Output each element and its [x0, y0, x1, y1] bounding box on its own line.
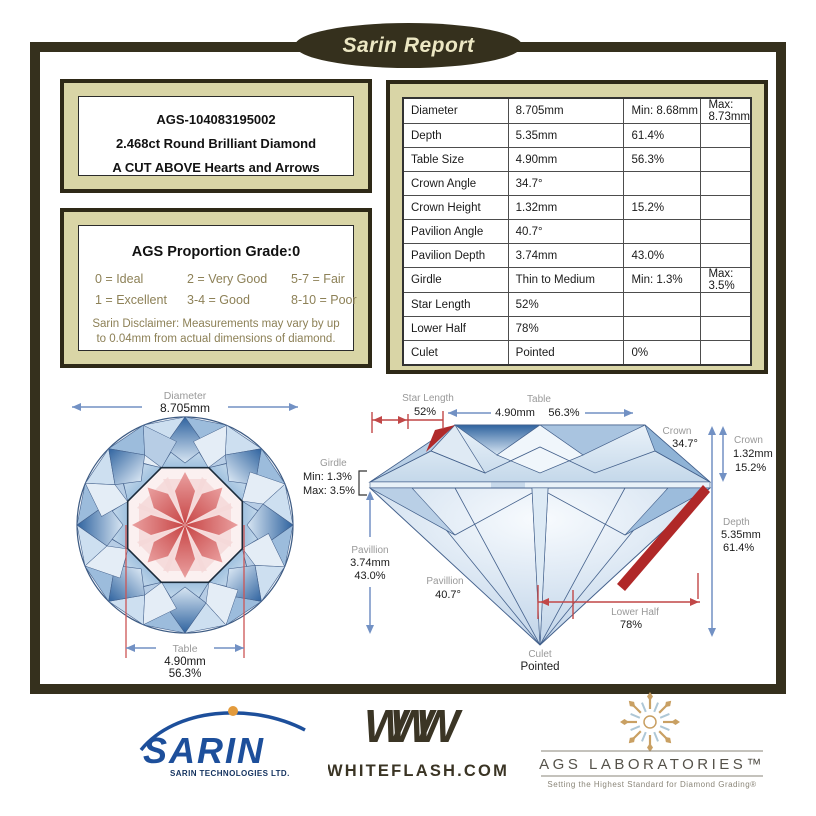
side-table-callout: Table 4.90mm 56.3% [448, 394, 633, 419]
diamond-description: 2.468ct Round Brilliant Diamond [115, 136, 317, 151]
pavilion-depth-label: Pavillion [351, 545, 388, 556]
legend-item: 0 = Ideal [95, 272, 144, 286]
legend-item: 3-4 = Good [187, 293, 250, 307]
table-pct: 56.3% [548, 407, 579, 419]
table-row: Star Length 52% [402, 292, 752, 317]
proportion-grade-box: AGS Proportion Grade:0 0 = Ideal 2 = Ver… [60, 208, 372, 368]
culet-label: Culet [528, 649, 552, 660]
table-row: Diameter 8.705mm Min: 8.68mm Max: 8.73mm [402, 97, 752, 124]
legend-item: 1 = Excellent [95, 293, 167, 307]
svg-text:W: W [364, 700, 411, 752]
sarin-subtext: SARIN TECHNOLOGIES LTD. [170, 769, 290, 778]
grade-title: AGS Proportion Grade:0 [131, 244, 301, 260]
sarin-swoosh-icon [139, 711, 306, 752]
side-view-diamond [368, 424, 712, 646]
crown-height-callout: Crown 1.32mm 15.2% [719, 426, 773, 482]
diamond-side-view-diagram: Star Length 52% Table 4.90mm 56.3% Crown… [303, 393, 773, 673]
table-row: Lower Half 78% [402, 316, 752, 341]
sarin-logo: SARIN SARIN TECHNOLOGIES LTD. [139, 706, 306, 778]
lower-half-value: 78% [620, 619, 642, 631]
diameter-label: Diameter [164, 390, 207, 402]
ags-laboratories-logo: AGS LABORATORIES™ Setting the Highest St… [539, 690, 765, 789]
diamond-id-box: AGS-104083195002 2.468ct Round Brilliant… [60, 79, 372, 193]
table-row: Depth 5.35mm 61.4% [402, 123, 752, 148]
crown-angle-value: 34.7° [672, 438, 698, 450]
legend-item: 2 = Very Good [187, 272, 268, 286]
star-length-value: 52% [414, 406, 436, 418]
depth-label: Depth [723, 517, 750, 528]
svg-text:W: W [390, 700, 437, 752]
top-view-table-callout: Table 4.90mm 56.3% [125, 525, 245, 680]
girdle-max: Max: 3.5% [303, 485, 355, 497]
crown-height-mm: 1.32mm [733, 448, 773, 460]
girdle-label: Girdle [320, 458, 347, 469]
measurements-table: Diameter 8.705mm Min: 8.68mm Max: 8.73mm De… [402, 97, 752, 366]
lower-half-callout: Lower Half 78% [537, 573, 700, 631]
table-row: Crown Angle 34.7° [402, 171, 752, 196]
pavilion-angle-value: 40.7° [435, 589, 461, 601]
table-label: Table [172, 643, 197, 655]
table-pct: 56.3% [169, 668, 202, 680]
depth-callout: Depth 5.35mm 61.4% [708, 426, 761, 637]
table-row: Pavilion Angle 40.7° [402, 219, 752, 244]
table-mm: 4.90mm [495, 407, 535, 419]
sarin-wordmark: SARIN [143, 730, 265, 771]
svg-text:W: W [416, 700, 463, 752]
ags-sunburst-icon [618, 690, 682, 754]
legend-item: 8-10 = Poor [291, 293, 357, 307]
legend-item: 5-7 = Fair [291, 272, 345, 286]
diameter-value: 8.705mm [160, 401, 210, 415]
table-label: Table [527, 394, 551, 405]
top-view-diameter-callout: Diameter 8.705mm [72, 390, 298, 415]
star-length-callout: Star Length 52% [371, 393, 454, 433]
table-mm: 4.90mm [164, 656, 206, 668]
lower-half-label: Lower Half [611, 607, 659, 618]
brand-line: A CUT ABOVE Hearts and Arrows [112, 160, 320, 175]
table-row: Table Size 4.90mm 56.3% [402, 147, 752, 172]
culet-callout: Culet Pointed [520, 649, 559, 673]
pavilion-depth-callout: Pavillion 3.74mm 43.0% [350, 491, 390, 634]
table-row: Crown Height 1.32mm 15.2% [402, 195, 752, 220]
girdle-min: Min: 1.3% [303, 471, 352, 483]
whiteflash-wordmark: WHITEFLASH.COM [328, 762, 508, 780]
top-view-facets [70, 410, 300, 640]
crown-height-label: Crown [734, 435, 763, 446]
whiteflash-monogram-icon: W W W [364, 700, 463, 752]
pavilion-depth-pct: 43.0% [354, 570, 385, 582]
culet-value: Pointed [520, 661, 559, 673]
report-title: Sarin Report [342, 33, 475, 57]
ags-tagline: Setting the Highest Standard for Diamond… [547, 780, 756, 789]
report-number: AGS-104083195002 [156, 112, 276, 127]
crown-angle-callout: Crown 34.7° [663, 426, 698, 450]
girdle-callout: Girdle Min: 1.3% Max: 3.5% [303, 458, 367, 497]
table-row: Pavilion Depth 3.74mm 43.0% [402, 243, 752, 268]
table-row: Culet Pointed 0% [402, 340, 752, 366]
whiteflash-logo: W W W WHITEFLASH.COM [328, 700, 508, 780]
diamond-top-view-diagram: Diameter 8.705mm Table 4.90mm 56.3% [70, 390, 300, 680]
star-length-label: Star Length [402, 393, 454, 404]
grade-legend: 0 = Ideal 2 = Very Good 5-7 = Fair 1 = E… [95, 272, 357, 307]
pavilion-angle-label: Pavillion [426, 576, 463, 587]
sarin-orb-icon [228, 706, 238, 716]
measurements-panel: Diameter 8.705mm Min: 8.68mm Max: 8.73mm De… [386, 80, 768, 374]
report-title-badge: Sarin Report [295, 23, 522, 68]
crown-height-pct: 15.2% [735, 462, 766, 474]
sarin-disclaimer: Sarin Disclaimer: Measurements may vary … [92, 318, 340, 345]
depth-pct: 61.4% [723, 542, 754, 554]
crown-angle-label: Crown [663, 426, 692, 437]
depth-mm: 5.35mm [721, 529, 761, 541]
pavilion-depth-mm: 3.74mm [350, 557, 390, 569]
pavilion-angle-callout: Pavillion 40.7° [426, 576, 463, 601]
ags-wordmark: AGS LABORATORIES™ [539, 756, 765, 773]
table-row: Girdle Thin to Medium Min: 1.3% Max: 3.5% [402, 267, 752, 293]
